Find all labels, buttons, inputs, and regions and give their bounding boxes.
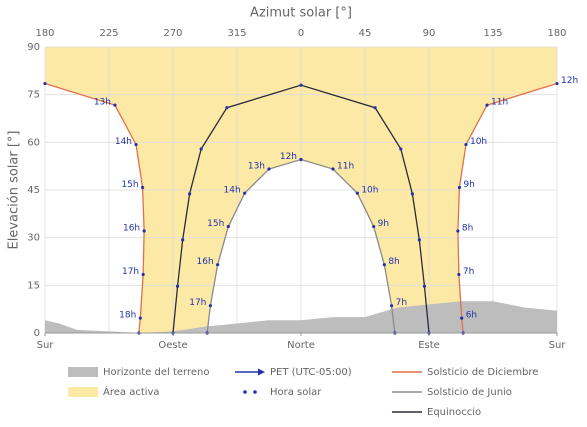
hour-label: 9h (378, 219, 389, 229)
x-tick-label: 135 (483, 28, 502, 39)
solar-hour-dot (464, 142, 468, 147)
solar-hour-dot (181, 238, 185, 242)
y-tick-label: 30 (27, 233, 40, 244)
legend-swatch (253, 390, 257, 394)
terrain-horizon (45, 301, 557, 333)
y-tick-label: 0 (34, 328, 40, 339)
solar-hour-dot (225, 106, 229, 110)
legend-label: Hora solar (270, 387, 322, 398)
hour-label: 8h (462, 223, 473, 233)
x2-tick-label: Sur (37, 340, 55, 351)
legend-label: Equinoccio (427, 407, 481, 418)
hour-label: 12h (561, 76, 578, 86)
solar-hour-dot (299, 157, 303, 162)
hour-label: 18h (119, 311, 136, 321)
solar-hour-dot (113, 103, 117, 107)
hour-label: 8h (388, 257, 399, 267)
legend-label: PET (UTC-05:00) (270, 367, 352, 378)
solar-hour-dot (457, 272, 461, 277)
y-tick-label: 75 (27, 90, 40, 101)
hour-label: 7h (463, 267, 474, 277)
solar-hour-dot (267, 167, 271, 171)
hour-label: 14h (115, 137, 132, 147)
legend-label: Solsticio de Junio (427, 387, 512, 398)
y-axis-label: Elevación solar [°] (7, 131, 22, 250)
solar-hour-dot (417, 238, 421, 242)
legend-swatch (258, 368, 265, 376)
solar-hour-dot (331, 167, 335, 171)
hour-label: 12h (280, 152, 297, 162)
solar-hour-dot (355, 191, 359, 195)
x-tick-label: 180 (35, 28, 54, 39)
x-tick-label: 45 (359, 28, 372, 39)
legend-swatch (68, 387, 98, 397)
solar-hour-dot (399, 147, 403, 151)
x-tick-label: 90 (423, 28, 436, 39)
hour-label: 16h (197, 257, 214, 267)
sun-path (44, 82, 558, 334)
hour-label: 14h (224, 186, 241, 196)
solar-hour-dot (457, 185, 462, 190)
solar-hour-dot (142, 229, 146, 233)
x-tick-label: 315 (227, 28, 246, 39)
hour-label: 10h (361, 186, 378, 196)
solar-hour-dot (208, 304, 213, 308)
hour-label: 15h (121, 180, 138, 190)
solar-hour-dot (188, 192, 192, 196)
chart-title: Azimut solar [°] (250, 6, 352, 21)
hour-label: 15h (207, 219, 224, 229)
hour-label: 17h (122, 267, 139, 277)
x2-tick-label: Sur (549, 340, 567, 351)
hour-label: 16h (123, 223, 140, 233)
y-tick-label: 90 (27, 42, 40, 53)
solar-hour-dot (555, 81, 559, 86)
hour-label: 13h (94, 98, 111, 108)
solar-hour-dot (140, 185, 145, 190)
legend-swatch (68, 367, 98, 377)
solar-hour-dot (175, 284, 180, 288)
x2-tick-label: Norte (287, 340, 315, 351)
solar-hour-dot (410, 192, 414, 196)
solar-hour-dot (389, 304, 394, 308)
solar-hour-dot (134, 142, 138, 147)
solar-hour-dot (243, 191, 247, 195)
hour-label: 7h (396, 298, 407, 308)
legend-swatch (243, 390, 247, 394)
hour-label: 6h (466, 311, 477, 321)
hour-label: 11h (491, 98, 508, 108)
hour-label: 11h (337, 162, 354, 172)
y-tick-label: 15 (27, 280, 40, 291)
x-tick-label: 270 (163, 28, 182, 39)
solar-hour-dot (373, 106, 377, 110)
solar-hour-dot (485, 103, 489, 107)
legend-label: Solsticio de Diciembre (427, 367, 538, 378)
solar-hour-dot (216, 263, 220, 267)
solar-hour-dot (299, 83, 303, 87)
solar-hour-dot (422, 284, 427, 288)
hour-label: 13h (248, 162, 265, 172)
solar-hour-dot (460, 316, 464, 320)
solar-hour-dot (138, 316, 142, 320)
hour-label: 9h (463, 180, 474, 190)
solar-hour-dot (456, 229, 460, 233)
hour-label: 17h (189, 298, 206, 308)
x2-tick-label: Oeste (158, 340, 187, 351)
legend-label: Horizonte del terreno (103, 367, 209, 378)
y-tick-label: 45 (27, 185, 40, 196)
solar-hour-dot (226, 224, 230, 229)
x-tick-label: 0 (298, 28, 304, 39)
x2-tick-label: Este (418, 340, 440, 351)
hour-label: 10h (470, 137, 487, 147)
solar-hour-dot (43, 81, 47, 86)
solar-hour-dot (372, 224, 376, 229)
legend-label: Área activa (103, 385, 160, 398)
solar-hour-dot (199, 147, 203, 151)
x-tick-label: 180 (547, 28, 566, 39)
solar-hour-dot (382, 263, 386, 267)
solar-hour-dot (141, 272, 145, 277)
x-tick-label: 225 (99, 28, 118, 39)
y-tick-label: 60 (27, 137, 40, 148)
